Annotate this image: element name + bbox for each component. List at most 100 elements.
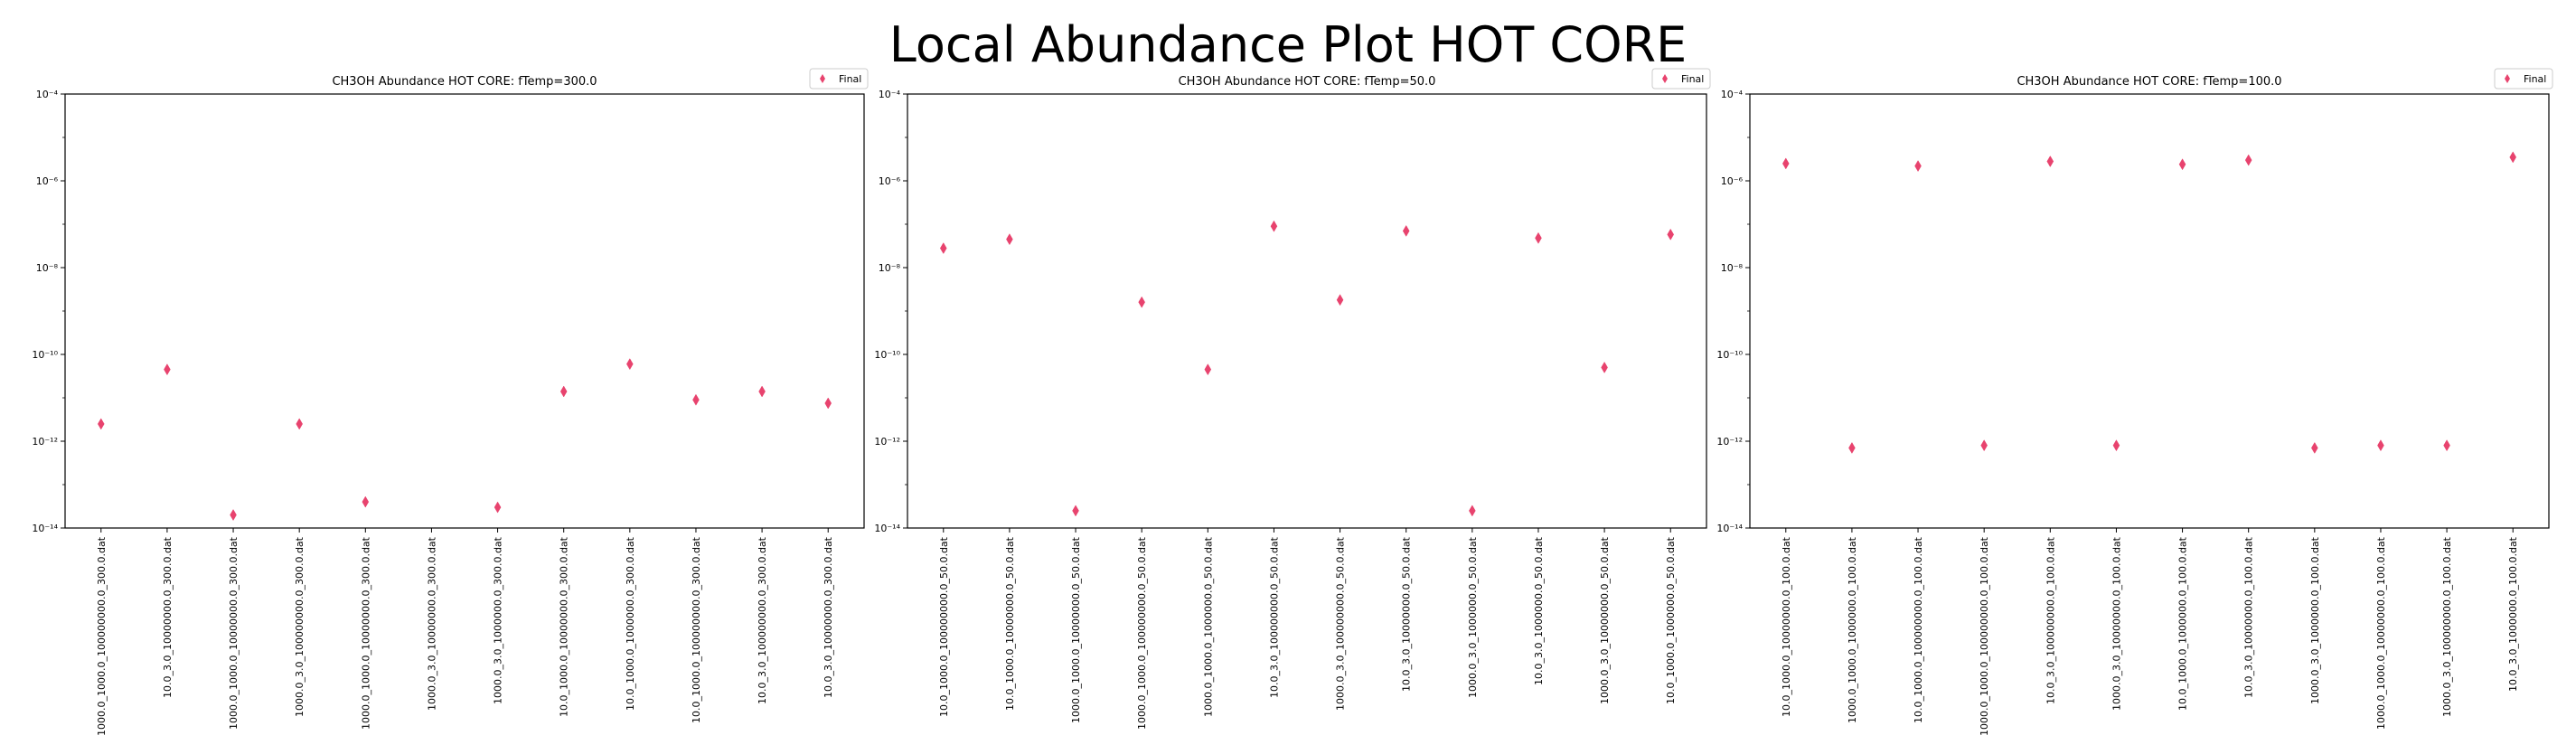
data-point xyxy=(1848,441,1856,454)
x-tick-label: 10.0_1000.0_1000000.0_300.0.dat xyxy=(625,536,636,711)
data-point xyxy=(626,358,634,371)
x-tick-label: 1000.0_1000.0_100000000.0_300.0.dat xyxy=(96,536,108,736)
x-tick-label: 10.0_3.0_10000000.0_300.0.dat xyxy=(823,536,834,698)
legend-marker xyxy=(1662,74,1668,83)
y-tick-label: 10⁻¹² xyxy=(874,436,900,448)
y-tick-label: 10⁻⁶ xyxy=(1721,175,1744,187)
data-point xyxy=(2509,151,2517,164)
y-tick-label: 10⁻⁴ xyxy=(36,89,59,100)
y-tick-label: 10⁻¹⁴ xyxy=(1716,523,1743,534)
x-tick-label: 1000.0_1000.0_100000000.0_100.0.dat xyxy=(1979,536,1990,736)
x-tick-label: 10.0_3.0_100000000.0_50.0.dat xyxy=(1268,536,1280,698)
x-tick-label: 10.0_1000.0_10000000.0_300.0.dat xyxy=(559,536,570,717)
data-point xyxy=(494,501,502,514)
x-tick-label: 10.0_3.0_10000000.0_300.0.dat xyxy=(162,536,174,698)
plot-frame xyxy=(907,93,1707,529)
data-point xyxy=(230,509,237,522)
x-tick-label: 1000.0_3.0_100000000.0_50.0.dat xyxy=(1335,536,1347,711)
x-tick-label: 1000.0_3.0_1000000.0_100.0.dat xyxy=(2309,536,2321,704)
y-tick-label: 10⁻⁶ xyxy=(36,175,59,187)
y-tick-label: 10⁻⁸ xyxy=(36,262,59,274)
data-point xyxy=(2244,154,2252,166)
x-tick-label: 10.0_1000.0_100000000.0_300.0.dat xyxy=(691,536,702,723)
legend-label: Final xyxy=(839,73,861,85)
x-tick-label: 1000.0_3.0_10000000.0_50.0.dat xyxy=(1599,536,1611,704)
y-tick-label: 10⁻¹² xyxy=(32,436,58,448)
x-tick-label: 10.0_1000.0_10000000.0_100.0.dat xyxy=(1781,536,1792,717)
data-point xyxy=(1535,231,1542,244)
subplot-3: CH3OH Abundance HOT CORE: fTemp=100.0 10⁻… xyxy=(1716,68,2553,736)
y-tick-label: 10⁻⁴ xyxy=(879,89,901,100)
data-point xyxy=(2377,439,2384,452)
x-tick-label: 1000.0_1000.0_100000000.0_50.0.dat xyxy=(1136,536,1148,730)
data-point xyxy=(1601,361,1608,373)
data-point xyxy=(824,397,832,410)
x-tick-label: 1000.0_3.0_10000000.0_300.0.dat xyxy=(426,536,437,711)
data-point xyxy=(1402,224,1410,237)
y-tick-label: 10⁻⁶ xyxy=(879,175,901,187)
legend: Final xyxy=(1651,68,1711,90)
x-tick-label: 1000.0_1000.0_10000000.0_100.0.dat xyxy=(2375,536,2387,730)
legend: Final xyxy=(2494,68,2553,90)
data-point xyxy=(1006,233,1013,246)
data-point xyxy=(296,418,303,430)
y-tick-label: 10⁻¹⁰ xyxy=(32,349,58,361)
legend-box xyxy=(2494,68,2553,90)
x-tick-label: 10.0_1000.0_1000000.0_50.0.dat xyxy=(1665,536,1677,704)
data-point xyxy=(559,385,568,398)
y-tick-label: 10⁻¹⁰ xyxy=(874,349,900,361)
x-tick-label: 1000.0_1000.0_10000000.0_300.0.dat xyxy=(228,536,240,730)
y-tick-label: 10⁻¹⁴ xyxy=(32,523,58,534)
x-tick-label: 10.0_1000.0_100000000.0_100.0.dat xyxy=(1913,536,1924,723)
legend-box xyxy=(809,68,869,90)
data-point xyxy=(692,393,700,406)
data-point xyxy=(2112,439,2120,452)
legend: Final xyxy=(809,68,869,90)
plot-title: CH3OH Abundance HOT CORE: fTemp=50.0 xyxy=(1179,75,1436,89)
data-point xyxy=(2178,158,2186,171)
y-tick-label: 10⁻⁸ xyxy=(1721,262,1744,274)
x-tick-label: 10.0_3.0_10000000.0_50.0.dat xyxy=(1401,536,1413,692)
x-tick-label: 10.0_1000.0_1000000.0_100.0.dat xyxy=(2177,536,2189,711)
legend-marker xyxy=(820,74,825,83)
x-tick-label: 1000.0_1000.0_10000000.0_50.0.dat xyxy=(1070,536,1082,723)
subplot-2: CH3OH Abundance HOT CORE: fTemp=50.0 10⁻¹… xyxy=(874,68,1711,730)
x-tick-label: 10.0_3.0_100000000.0_100.0.dat xyxy=(2045,536,2056,704)
plot-frame xyxy=(64,93,865,529)
data-point xyxy=(2443,439,2450,452)
x-tick-label: 1000.0_3.0_1000000.0_50.0.dat xyxy=(1467,536,1479,698)
data-point xyxy=(758,385,766,398)
data-point xyxy=(2046,156,2054,168)
x-tick-label: 10.0_3.0_1000000.0_50.0.dat xyxy=(1533,536,1545,685)
x-tick-label: 10.0_3.0_100000000.0_300.0.dat xyxy=(757,536,768,704)
data-point xyxy=(939,242,947,255)
x-tick-label: 10.0_1000.0_10000000.0_50.0.dat xyxy=(1004,536,1016,711)
x-tick-label: 1000.0_1000.0_1000000.0_100.0.dat xyxy=(1847,536,1858,723)
subplot-1: CH3OH Abundance HOT CORE: fTemp=300.0 10⁻… xyxy=(32,68,869,736)
y-tick-label: 10⁻¹⁴ xyxy=(874,523,900,534)
y-tick-label: 10⁻⁴ xyxy=(1721,89,1744,100)
figure-suptitle: Local Abundance Plot HOT CORE xyxy=(888,16,1688,73)
plot-title: CH3OH Abundance HOT CORE: fTemp=100.0 xyxy=(2017,75,2281,89)
x-tick-label: 10.0_3.0_10000000.0_100.0.dat xyxy=(2243,536,2255,698)
x-tick-label: 1000.0_3.0_1000000.0_300.0.dat xyxy=(493,536,504,704)
legend-marker xyxy=(2505,74,2510,83)
data-point xyxy=(164,363,171,376)
y-tick-label: 10⁻⁸ xyxy=(879,262,901,274)
data-point xyxy=(1072,505,1079,517)
data-point xyxy=(1980,439,1988,452)
x-tick-label: 10.0_1000.0_100000000.0_50.0.dat xyxy=(938,536,950,717)
plot-frame xyxy=(1749,93,2550,529)
x-tick-label: 1000.0_1000.0_1000000.0_50.0.dat xyxy=(1202,536,1214,717)
y-tick-label: 10⁻¹⁰ xyxy=(1716,349,1743,361)
data-point xyxy=(2311,441,2318,454)
data-point xyxy=(1270,220,1278,232)
data-point xyxy=(97,418,105,430)
data-point xyxy=(1336,294,1344,306)
data-point xyxy=(1914,160,1922,173)
data-point xyxy=(1204,363,1212,376)
data-point xyxy=(362,495,370,508)
y-tick-label: 10⁻¹² xyxy=(1716,436,1743,448)
data-point xyxy=(1667,228,1675,240)
